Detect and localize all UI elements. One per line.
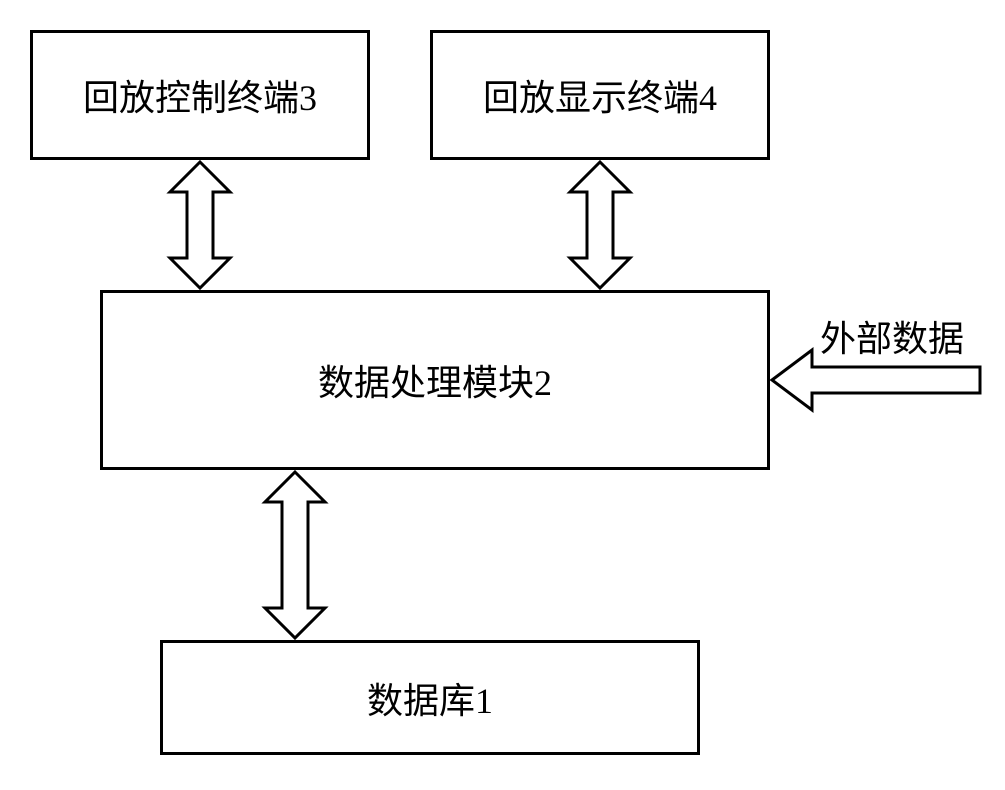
node-box1-label: 数据库1 xyxy=(367,672,493,724)
double-arrow-icon xyxy=(570,162,630,288)
node-box4: 回放显示终端4 xyxy=(430,30,770,160)
left-arrow-icon xyxy=(772,350,980,410)
node-box3-label: 回放控制终端3 xyxy=(83,69,317,121)
node-box4-label: 回放显示终端4 xyxy=(483,69,717,121)
node-box2: 数据处理模块2 xyxy=(100,290,770,470)
diagram-canvas: 回放控制终端3 回放显示终端4 数据处理模块2 数据库1 外部数据 xyxy=(0,0,1005,790)
double-arrow-icon xyxy=(170,162,230,288)
node-box1: 数据库1 xyxy=(160,640,700,755)
node-box3: 回放控制终端3 xyxy=(30,30,370,160)
node-box2-label: 数据处理模块2 xyxy=(318,354,552,406)
double-arrow-icon xyxy=(265,472,325,638)
